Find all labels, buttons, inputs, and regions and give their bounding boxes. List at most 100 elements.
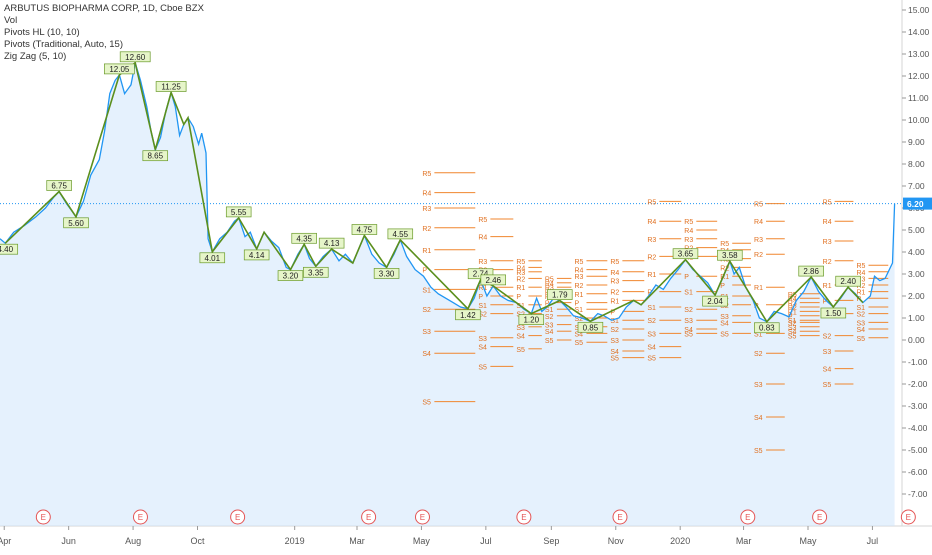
earnings-marker[interactable] — [812, 509, 828, 525]
pivot-level-label: R1 — [422, 248, 431, 255]
y-tick-label: -7.00 — [908, 489, 928, 499]
pivot-level-label: S1 — [478, 303, 487, 310]
pivot-level-label: R1 — [478, 285, 487, 292]
pivot-hl-label: 6.75 — [51, 182, 67, 191]
pivot-level-label: S5 — [647, 356, 656, 363]
pivot-level-label: S2 — [610, 327, 619, 334]
pivot-level-label: R5 — [684, 219, 693, 226]
pivot-level-label: S5 — [720, 331, 729, 338]
pivot-hl-label: 2.40 — [840, 277, 856, 286]
earnings-marker-label: E — [235, 513, 240, 522]
pivot-hl-label-box — [243, 249, 270, 261]
pivot-hl-label: 12.05 — [109, 65, 130, 74]
pivot-level-label: S1 — [647, 305, 656, 312]
pivot-level-label: S3 — [545, 323, 554, 330]
pivot-hl-label-box — [119, 51, 151, 63]
pivot-hl-label-box — [46, 180, 72, 191]
pivot-level-label: S3 — [647, 331, 656, 338]
last-price-tag — [903, 197, 932, 210]
earnings-marker[interactable] — [132, 509, 148, 525]
pivot-hl-label-box — [142, 150, 169, 162]
pivot-level-label: S2 — [422, 307, 431, 314]
indicator-vol[interactable]: Vol — [4, 15, 18, 26]
symbol-title[interactable]: ARBUTUS BIOPHARMA CORP, 1D, Cboe BZX — [4, 3, 204, 14]
earnings-marker[interactable] — [361, 509, 377, 525]
pivot-level-label: S4 — [720, 320, 729, 327]
x-tick-label: Sep — [543, 536, 559, 546]
pivot-hl-label-box — [518, 314, 545, 325]
earnings-marker[interactable] — [414, 509, 430, 525]
x-tick-label: Apr — [0, 536, 11, 546]
pivot-level-label: R4 — [478, 235, 487, 242]
pivot-level-label: R1 — [856, 290, 865, 297]
pivot-level-label: S2 — [823, 334, 832, 341]
pivot-level-label: R4 — [647, 219, 656, 226]
pivot-level-label: S2 — [788, 320, 797, 327]
pivot-level-label: R1 — [754, 285, 763, 292]
pivot-hl-label-box — [717, 249, 743, 261]
pivot-level-label: R3 — [574, 274, 583, 281]
y-tick-label: 10.00 — [908, 115, 930, 125]
pivot-level-label: S4 — [788, 329, 797, 336]
pivot-level-label: S4 — [422, 351, 431, 358]
pivot-hl-label: 4.14 — [249, 251, 265, 260]
earnings-marker[interactable] — [230, 509, 246, 525]
pivot-level-label: S2 — [545, 314, 554, 321]
pivot-hl-label: 1.42 — [460, 311, 476, 320]
earnings-marker-label: E — [906, 513, 911, 522]
earnings-marker-label: E — [617, 513, 622, 522]
y-tick-label: 2.00 — [908, 291, 925, 301]
pivot-level-label: P — [422, 268, 427, 275]
pivot-level-label: R5 — [574, 259, 583, 266]
indicator-pivots-traditional[interactable]: Pivots (Traditional, Auto, 15) — [4, 39, 123, 50]
pivot-hl-label-box — [702, 295, 728, 307]
pivot-hl-label-box — [835, 275, 861, 287]
pivot-hl-label: 2.04 — [707, 297, 723, 306]
zigzag-line[interactable] — [4, 61, 864, 323]
pivot-level-label: S4 — [478, 345, 487, 352]
pivot-level-label: R2 — [720, 265, 729, 272]
pivot-level-label: S5 — [823, 382, 832, 389]
indicator-pivots-hl[interactable]: Pivots HL (10, 10) — [4, 27, 80, 38]
earnings-marker[interactable] — [516, 509, 532, 525]
y-tick-label: 15.00 — [908, 5, 930, 15]
pivot-hl-label: 1.20 — [523, 316, 539, 325]
pivot-level-label: R5 — [516, 259, 525, 266]
pivot-hl-label-box — [225, 206, 252, 218]
pivot-level-label: R5 — [823, 199, 832, 206]
pivot-hl-label: 4.55 — [393, 230, 409, 239]
pivot-level-label: R2 — [610, 290, 619, 297]
pivot-level-label: P — [574, 301, 579, 308]
pivot-level-label: P — [478, 294, 483, 301]
y-tick-label: -5.00 — [908, 445, 928, 455]
indicator-zigzag[interactable]: Zig Zag (5, 10) — [4, 51, 67, 62]
pivot-level-label: R5 — [610, 259, 619, 266]
x-tick-label: Nov — [608, 536, 625, 546]
pivot-level-label: S2 — [478, 312, 487, 319]
x-tick-label: Jun — [61, 536, 76, 546]
pivot-level-label: S5 — [856, 336, 865, 343]
pivot-level-label: S4 — [684, 327, 693, 334]
earnings-marker[interactable] — [35, 509, 51, 525]
pivot-hl-label: 2.86 — [803, 267, 819, 276]
pivot-hl-label: 3.30 — [379, 269, 395, 278]
earnings-marker[interactable] — [900, 509, 916, 525]
earnings-marker-label: E — [138, 513, 143, 522]
pivot-level-label: S5 — [788, 334, 797, 341]
pivot-level-label: R1 — [516, 285, 525, 292]
pivot-level-label: R3 — [516, 270, 525, 277]
pivot-level-label: S4 — [516, 334, 525, 341]
pivot-level-label: R5 — [856, 263, 865, 270]
earnings-marker[interactable] — [740, 509, 756, 525]
y-tick-label: 11.00 — [908, 93, 929, 103]
pivot-level-label: R3 — [684, 237, 693, 244]
pivot-level-label: R3 — [610, 279, 619, 286]
earnings-marker[interactable] — [612, 509, 628, 525]
pivot-level-label: R2 — [856, 283, 865, 290]
x-tick-label: 2019 — [285, 536, 305, 546]
x-tick-label: Jul — [867, 536, 879, 546]
earnings-marker-label: E — [745, 513, 750, 522]
pivot-level-label: S3 — [788, 325, 797, 332]
